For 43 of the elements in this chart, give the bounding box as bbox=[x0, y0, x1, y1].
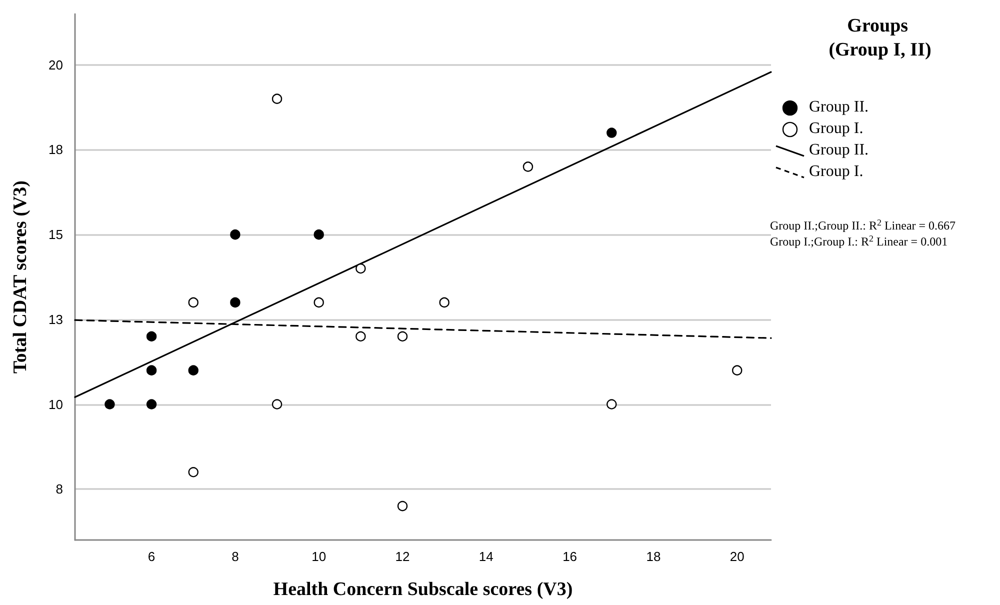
point bbox=[146, 399, 157, 410]
legend-title: Groups (Group I, II) bbox=[828, 16, 932, 60]
x-axis-title: Health Concern Subscale scores (V3) bbox=[273, 579, 573, 600]
point bbox=[146, 365, 157, 376]
y-tick-label: 18 bbox=[48, 142, 63, 158]
x-tick-label: 16 bbox=[562, 549, 578, 564]
point bbox=[188, 467, 198, 478]
point bbox=[230, 297, 240, 308]
legend-label: Group I. bbox=[809, 120, 864, 137]
point bbox=[272, 94, 282, 104]
point bbox=[397, 500, 408, 512]
x-tick-label: 20 bbox=[730, 549, 744, 564]
point bbox=[188, 297, 198, 308]
y-tick-label: 15 bbox=[48, 227, 63, 242]
x-tick-label: 14 bbox=[478, 549, 494, 564]
y-axis-title: Total CDAT scores (V3) bbox=[10, 180, 31, 374]
x-tick-label: 12 bbox=[395, 549, 410, 564]
point bbox=[439, 297, 450, 308]
point bbox=[356, 263, 366, 274]
y-tick-label: 8 bbox=[56, 482, 63, 497]
x-tick-label: 18 bbox=[646, 549, 661, 564]
point bbox=[272, 399, 282, 410]
point bbox=[230, 229, 240, 240]
point bbox=[522, 162, 534, 172]
point bbox=[732, 365, 742, 376]
y-tick-label: 10 bbox=[48, 396, 63, 412]
point bbox=[606, 128, 617, 138]
point bbox=[146, 331, 157, 342]
y-tick-label: 20 bbox=[48, 57, 63, 72]
x-tick-label: 10 bbox=[312, 549, 326, 564]
point bbox=[314, 297, 324, 308]
x-tick-label: 6 bbox=[148, 549, 156, 564]
legend-label: Group II. bbox=[809, 98, 869, 116]
point bbox=[188, 365, 198, 376]
legend-label: Group II. bbox=[809, 142, 869, 158]
point bbox=[104, 399, 115, 410]
point bbox=[606, 399, 617, 410]
x-tick-label: 8 bbox=[232, 549, 239, 564]
legend-label: Group I. bbox=[809, 163, 864, 180]
point bbox=[356, 331, 366, 342]
point bbox=[314, 229, 324, 240]
y-tick-label: 13 bbox=[48, 312, 63, 327]
point bbox=[397, 331, 408, 342]
